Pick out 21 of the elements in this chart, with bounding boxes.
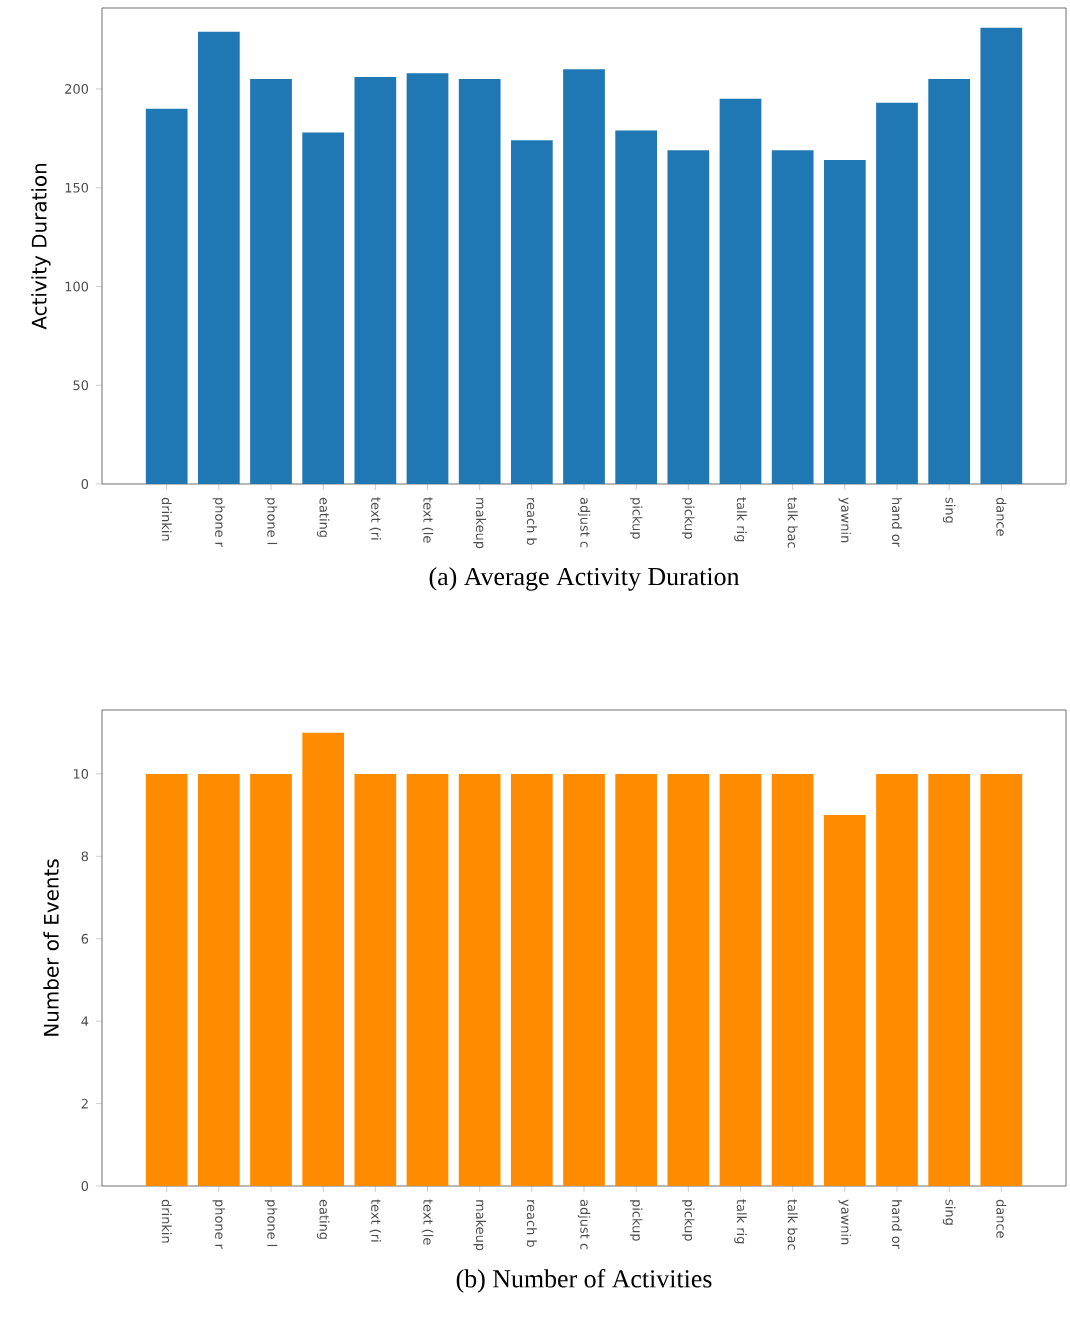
bar: [302, 132, 345, 484]
bar: [354, 77, 397, 484]
bar: [667, 150, 710, 484]
bar: [406, 73, 449, 484]
bar: [563, 69, 605, 484]
bar: [980, 27, 1023, 484]
text: (b) Number of Activities: [456, 1269, 712, 1293]
bar: [510, 140, 553, 484]
bar: [876, 102, 918, 484]
bar: [615, 130, 658, 484]
bar: [719, 98, 762, 484]
bar: [771, 150, 814, 484]
bar: [823, 160, 866, 484]
bar: [197, 31, 240, 484]
y-axis-title: Number of Events: [43, 859, 59, 1036]
bar: [458, 79, 501, 484]
bar: [928, 79, 971, 484]
y-axis-title: Activity Duration: [31, 163, 51, 330]
bar: [250, 79, 292, 484]
bar: [145, 108, 188, 484]
text: (a) Average Activity Duration: [429, 567, 740, 591]
